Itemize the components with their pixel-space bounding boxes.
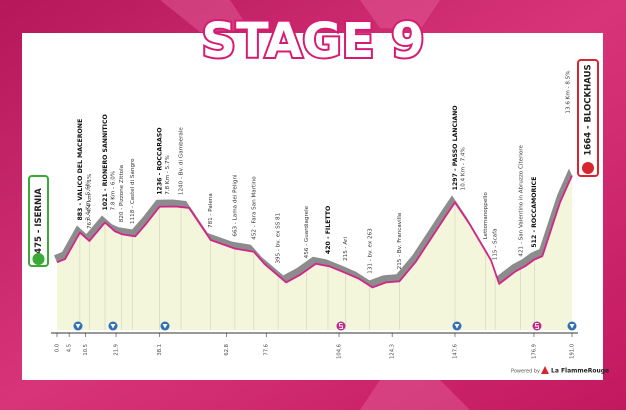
finish-box [577,59,599,177]
x-tick-label: 10.5 [83,344,89,356]
powered-by: Powered by [511,369,540,375]
x-tick-label: 4.5 [67,344,73,352]
brand: La FlammeRouge [551,368,609,375]
start-box [28,175,49,267]
annotation-label: 452 - Fara San Martino [251,176,257,240]
annotation-label: 883 - VALICO DEL MACERONE [77,119,84,221]
annotation-label: 131 - bv. ex 263 [367,228,373,274]
profile-line [56,175,573,289]
annotation-label: 115 - Scafa [493,228,499,260]
annotation-label: 1118 - Castel di Sangro [130,158,136,224]
annotation-label: 1236 - ROCCARASO [156,128,163,195]
annotation-label: 820 - Pizzone Zittola [119,165,125,222]
stage-title: STAGE 9 [201,13,424,69]
start-label: 475 - ISERNIA [34,188,44,254]
profile-area [57,175,572,330]
profile-shade [54,168,572,288]
annotation-detail: 7.8 Km - 6.0% [110,171,116,211]
annotation-detail: 10.4 Km - 7.4% [460,147,466,190]
annotation-label: 767 - 4.4 km - 7.1% [87,174,93,229]
annotation-label: 420 - FILETTO [325,206,332,254]
annotation-label: 512 - ROCCAMORICE [531,177,538,248]
x-tick-label: 62.8 [224,344,230,356]
climb-icon-arrow [162,324,168,329]
finish-detail: 13.6 Km - 8.5% [566,70,572,113]
brand-icon [541,366,549,374]
finish-icon [582,162,594,174]
sprint-icon-s [535,323,539,329]
x-tick-label: 77.6 [264,344,270,356]
annotation-label: 395 - bv. ex SS 81 [276,212,282,263]
x-tick-label: 191.0 [570,344,576,359]
annotation-detail: 3.4 Km - 5.6% [85,181,91,221]
x-tick-label: 38.1 [157,344,163,356]
start-icon [32,253,45,265]
annotation-label: 1297 - PASSO LANCIANO [452,105,459,190]
annotation-label: Lettomanoppello [483,192,489,240]
finish-label: 1664 - BLOCKHAUS [584,64,594,155]
annotation-label: 781 - Palena [208,193,214,228]
annotation-label: 1021 - RIONERO SANNITICO [102,114,109,210]
climb-icon-arrow [454,324,460,329]
annotation-label: 215 - Bv. Francavilla [397,213,403,270]
annotation-label: 215 - Ari [343,237,349,261]
climb-icon-arrow [75,324,81,329]
annotation-label: 663 - Lama dei Peligni [232,174,238,237]
x-tick-label: 21.9 [114,344,120,356]
annotation-label: 456 - Guardiagrele [304,205,310,258]
x-tick-label: 104.6 [337,344,343,359]
plot: 883 - VALICO DEL MACERONE 3.4 Km - 5.6%76… [51,105,578,359]
x-tick-label: 176.9 [531,344,537,359]
annotation-label: 1240 - Bv. di Gamberale [179,127,185,195]
climb-icon-arrow [569,324,575,329]
annotation-detail: 7.8 Km - 5.7% [165,155,171,195]
annotation-label: 421 - San Valentino in Abruzzo Citeriore [518,144,524,256]
sprint-icon-s [339,323,343,329]
x-tick-label: 124.3 [390,344,396,359]
climb-icon-arrow [110,324,116,329]
x-tick-label: 147.6 [452,344,458,359]
x-tick-label: 0.0 [55,344,61,352]
